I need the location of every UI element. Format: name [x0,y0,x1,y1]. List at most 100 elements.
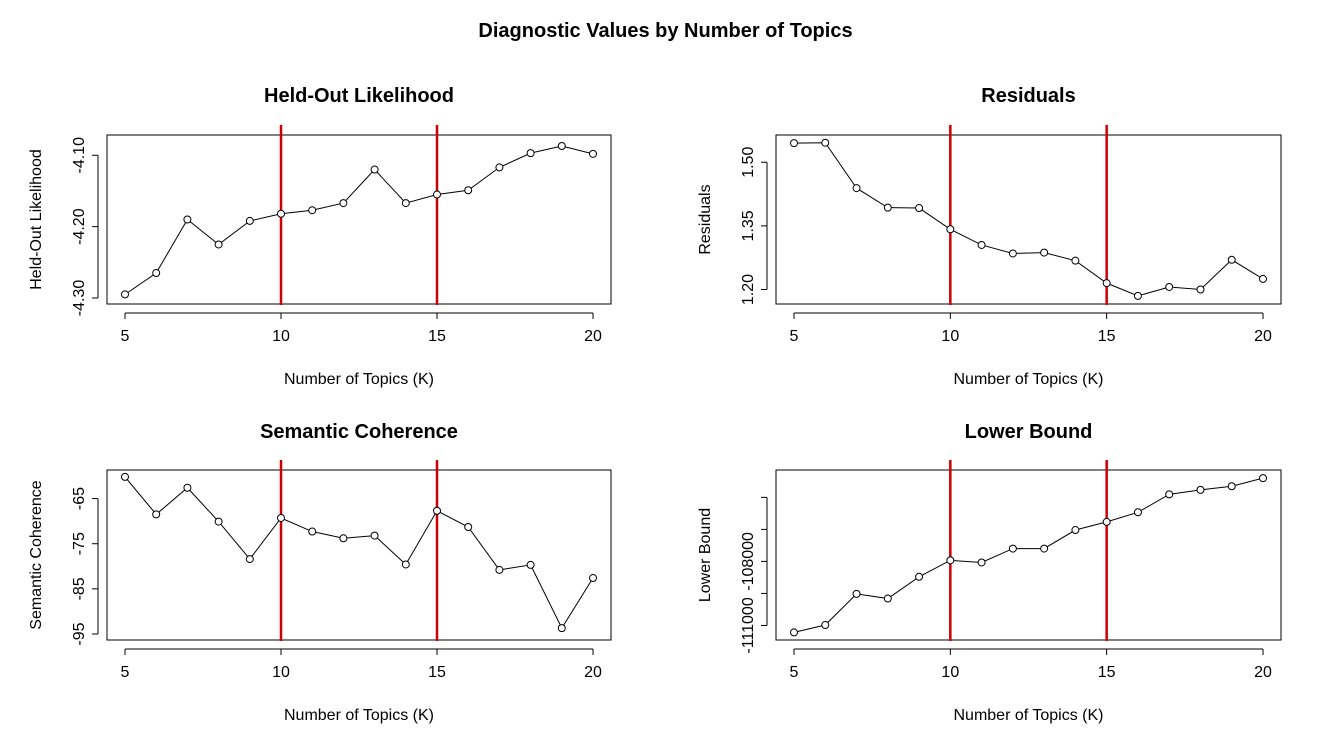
data-point-2-10 [433,506,441,515]
x-tick-label-1-3: 20 [1254,328,1272,345]
x-tick-label-0-0: 5 [121,328,130,345]
y-tick-label-2-0: -95 [71,622,88,645]
data-point-0-13 [526,149,535,158]
y-tick-label-0-0: -4.30 [71,280,88,317]
data-point-0-5 [277,209,285,218]
data-point-0-0 [121,290,129,299]
series-line-2 [124,476,594,630]
x-tick-label-2-1: 10 [272,664,290,681]
plot-box-3 [775,469,1282,641]
y-axis-label-1: Residuals [697,184,714,254]
y-axis-label-0: Held-Out Likelihood [28,149,45,290]
y-tick-label-0-2: -4.10 [71,137,88,174]
data-point-2-4 [245,555,254,564]
data-point-3-15 [1259,474,1267,483]
y-tick-label-1-1: 1.35 [740,210,757,241]
data-point-0-4 [245,216,254,225]
data-point-2-0 [121,472,129,481]
data-point-1-5 [946,225,955,234]
data-point-0-9 [401,199,410,208]
y-axis-label-2: Semantic Coherence [28,480,45,630]
data-point-0-14 [557,141,566,150]
data-point-2-13 [526,560,535,569]
data-point-3-12 [1165,490,1174,499]
data-point-1-0 [790,139,798,148]
x-tick-label-1-1: 10 [941,328,959,345]
x-tick-label-3-2: 15 [1098,664,1116,681]
data-point-0-8 [370,165,379,174]
x-tick-label-2-0: 5 [121,664,130,681]
data-point-3-11 [1133,508,1142,517]
data-point-1-3 [883,203,892,212]
x-tick-label-0-2: 15 [428,328,446,345]
data-point-2-6 [308,527,317,536]
data-point-0-1 [152,269,161,278]
data-point-3-10 [1102,517,1111,526]
data-point-0-11 [464,186,473,195]
x-axis-label-2: Number of Topics (K) [284,707,434,724]
data-point-2-7 [339,534,348,543]
data-point-2-5 [277,513,285,522]
data-point-1-12 [1165,282,1174,291]
data-point-3-13 [1196,485,1205,494]
x-tick-label-1-0: 5 [790,328,799,345]
data-point-3-1 [821,621,830,630]
data-point-3-14 [1227,482,1236,491]
data-point-1-6 [977,240,986,249]
y-tick-label-3-2: -108000 [740,532,757,591]
x-axis-label-3: Number of Topics (K) [954,707,1104,724]
y-tick-label-2-1: -85 [71,577,88,600]
data-point-1-2 [852,184,861,193]
data-point-1-15 [1259,274,1267,283]
data-point-2-2 [183,483,192,492]
data-point-1-8 [1040,248,1049,257]
data-point-0-15 [589,149,597,158]
y-tick-label-1-2: 1.50 [740,147,757,178]
x-tick-label-2-2: 15 [428,664,446,681]
plot-box-2 [106,469,612,641]
x-tick-label-2-3: 20 [584,664,602,681]
data-point-1-10 [1102,279,1111,288]
data-point-3-6 [977,558,986,567]
data-point-2-11 [464,523,473,532]
y-axis-label-3: Lower Bound [697,508,714,602]
data-point-2-15 [589,574,597,583]
plot-box-0 [106,134,612,305]
data-point-3-9 [1071,526,1080,535]
panel-title-0: Held-Out Likelihood [264,85,454,107]
x-tick-label-0-3: 20 [584,328,602,345]
y-tick-label-0-1: -4.20 [71,208,88,245]
data-point-1-7 [1008,249,1017,258]
panel-title-1: Residuals [981,85,1075,107]
data-point-1-9 [1071,256,1080,265]
data-point-1-1 [821,138,830,147]
data-point-2-12 [495,565,504,574]
y-tick-label-2-3: -65 [71,487,88,510]
x-axis-label-0: Number of Topics (K) [284,371,434,388]
x-tick-label-3-3: 20 [1254,664,1272,681]
x-tick-label-3-0: 5 [790,664,799,681]
data-point-0-2 [183,215,192,224]
series-line-3 [793,477,1264,633]
data-point-2-9 [401,560,410,569]
panel-title-2: Semantic Coherence [260,421,458,443]
series-line-0 [124,145,594,295]
data-point-3-4 [915,572,924,581]
plot-box-1 [775,134,1282,305]
data-point-2-1 [152,510,161,519]
data-point-0-10 [433,190,441,199]
data-point-3-8 [1040,544,1049,553]
series-line-1 [793,142,1264,297]
y-tick-label-3-0: -111000 [740,597,757,653]
y-tick-label-1-0: 1.20 [740,274,757,305]
y-tick-label-2-2: -75 [71,532,88,555]
data-point-0-6 [308,206,317,215]
data-point-3-3 [883,594,892,603]
data-point-1-4 [915,204,924,213]
data-point-1-14 [1227,255,1236,264]
data-point-3-0 [790,628,798,637]
figure-title: Diagnostic Values by Number of Topics [478,20,853,42]
data-point-1-11 [1133,291,1142,300]
